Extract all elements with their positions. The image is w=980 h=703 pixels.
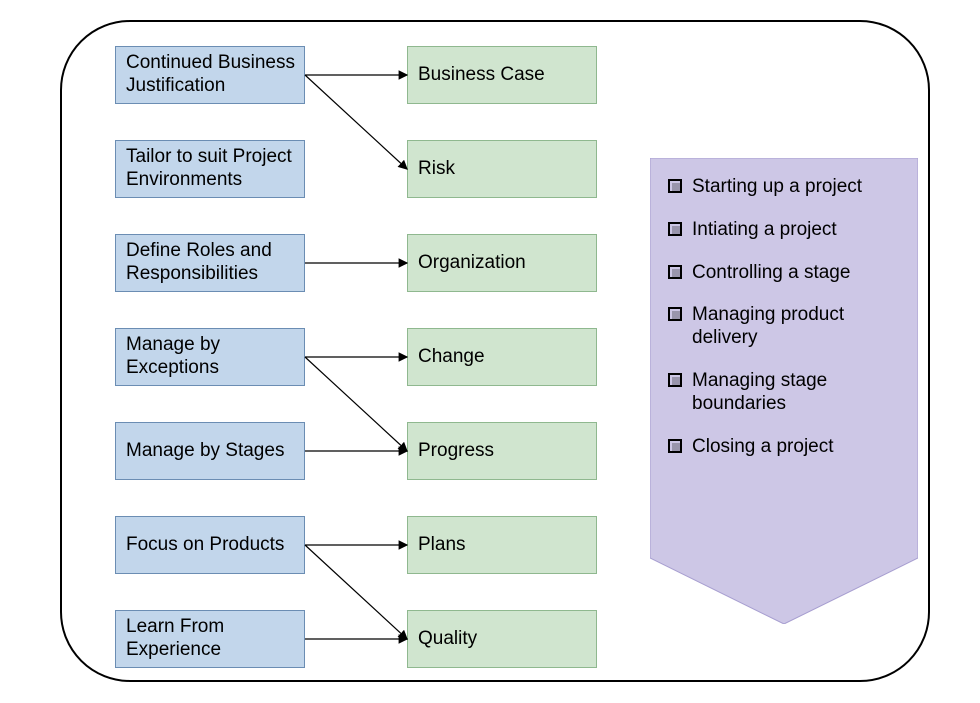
checklist-item-2: Controlling a stage xyxy=(668,262,902,285)
principle-label: Define Roles and Responsibilities xyxy=(126,240,296,286)
checklist-item-label: Closing a project xyxy=(692,436,834,459)
checklist-item-5: Closing a project xyxy=(668,436,902,459)
principle-label: Continued Business Justification xyxy=(126,52,296,98)
checkbox-icon xyxy=(668,373,682,387)
theme-box-1: Risk xyxy=(407,140,597,198)
checklist-item-0: Starting up a project xyxy=(668,176,902,199)
checkbox-icon xyxy=(668,222,682,236)
checklist-item-label: Controlling a stage xyxy=(692,262,850,285)
checkbox-icon xyxy=(668,179,682,193)
checkbox-icon xyxy=(668,439,682,453)
principle-label: Tailor to suit Project Environments xyxy=(126,146,296,192)
principle-box-0: Continued Business Justification xyxy=(115,46,305,104)
principle-box-6: Learn From Experience xyxy=(115,610,305,668)
checklist-item-label: Intiating a project xyxy=(692,219,837,242)
checklist-item-label: Managing product delivery xyxy=(692,304,902,350)
theme-label: Progress xyxy=(418,440,494,463)
theme-box-6: Quality xyxy=(407,610,597,668)
theme-label: Business Case xyxy=(418,64,545,87)
principle-box-3: Manage by Exceptions xyxy=(115,328,305,386)
checklist-item-3: Managing product delivery xyxy=(668,304,902,350)
theme-box-0: Business Case xyxy=(407,46,597,104)
principle-label: Manage by Exceptions xyxy=(126,334,296,380)
checklist-body: Starting up a project Intiating a project… xyxy=(650,158,918,458)
theme-label: Change xyxy=(418,346,485,369)
checklist-item-4: Managing stage boundaries xyxy=(668,370,902,416)
principle-box-4: Manage by Stages xyxy=(115,422,305,480)
theme-label: Quality xyxy=(418,628,477,651)
theme-box-5: Plans xyxy=(407,516,597,574)
theme-box-4: Progress xyxy=(407,422,597,480)
checklist-item-label: Starting up a project xyxy=(692,176,862,199)
principle-box-2: Define Roles and Responsibilities xyxy=(115,234,305,292)
principle-label: Focus on Products xyxy=(126,534,284,557)
theme-label: Risk xyxy=(418,158,455,181)
principle-label: Manage by Stages xyxy=(126,440,284,463)
theme-box-3: Change xyxy=(407,328,597,386)
checklist-item-1: Intiating a project xyxy=(668,219,902,242)
principle-label: Learn From Experience xyxy=(126,616,296,662)
checklist-item-label: Managing stage boundaries xyxy=(692,370,902,416)
theme-label: Organization xyxy=(418,252,526,275)
theme-box-2: Organization xyxy=(407,234,597,292)
checkbox-icon xyxy=(668,307,682,321)
theme-label: Plans xyxy=(418,534,466,557)
principle-box-5: Focus on Products xyxy=(115,516,305,574)
processes-checklist: Starting up a project Intiating a project… xyxy=(650,158,918,624)
checkbox-icon xyxy=(668,265,682,279)
principle-box-1: Tailor to suit Project Environments xyxy=(115,140,305,198)
